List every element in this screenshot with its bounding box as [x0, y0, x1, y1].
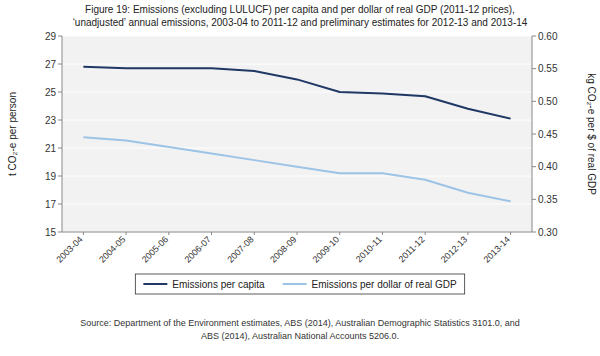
series-lines — [83, 67, 510, 201]
y2-tick — [532, 199, 536, 200]
series-line — [83, 137, 510, 201]
y2-tick-label: 0.35 — [538, 194, 558, 205]
x-tick — [382, 232, 383, 235]
y2-tick — [532, 101, 536, 102]
y-tick — [58, 64, 62, 65]
y-tick — [58, 204, 62, 205]
legend-swatch — [143, 283, 167, 285]
y-tick — [58, 92, 62, 93]
x-tick-label: 2013-14 — [482, 234, 512, 264]
legend: Emissions per capita Emissions per dollar… — [135, 274, 464, 294]
y2-tick — [532, 68, 536, 69]
x-tick — [211, 232, 212, 235]
y2-tick-label: 0.60 — [538, 31, 558, 42]
y2-axis-label: kg CO₂-e per $ of real GDP — [586, 73, 597, 195]
y2-tick-label: 0.45 — [538, 129, 558, 140]
x-tick — [339, 232, 340, 235]
y-tick-label: 21 — [45, 143, 57, 154]
legend-label: Emissions per capita — [172, 279, 265, 290]
y-tick-label: 25 — [45, 87, 57, 98]
series-line — [83, 67, 510, 119]
x-tick-label: 2006-07 — [183, 234, 213, 264]
grid-line — [62, 64, 532, 65]
grid-line — [62, 176, 532, 177]
x-tick-label: 2009-10 — [311, 234, 341, 264]
y2-tick-label: 0.55 — [538, 63, 558, 74]
x-tick — [467, 232, 468, 235]
y-axis-line — [62, 36, 63, 232]
y-tick-label: 17 — [45, 199, 57, 210]
chart: Figure 19: Emissions (excluding LULUCF) … — [0, 0, 600, 356]
grid-line — [62, 36, 532, 37]
grid-line — [62, 120, 532, 121]
x-tick — [126, 232, 127, 235]
y-tick — [58, 36, 62, 37]
y-tick-label: 15 — [45, 227, 57, 238]
y2-tick-label: 0.50 — [538, 96, 558, 107]
y-tick-label: 23 — [45, 115, 57, 126]
y-axis-label: t CO₂-e per person — [7, 92, 18, 176]
legend-box — [135, 274, 464, 294]
y2-axis-line — [532, 36, 533, 232]
x-tick — [254, 232, 255, 235]
y2-tick — [532, 166, 536, 167]
x-tick — [168, 232, 169, 235]
x-tick-label: 2007-08 — [225, 234, 255, 264]
x-tick-label: 2011-12 — [397, 234, 427, 264]
source-note: Source: Department of the Environment es… — [80, 318, 520, 328]
legend-item: Emissions per capita — [143, 279, 265, 290]
y-tick-label: 27 — [45, 59, 57, 70]
x-tick — [297, 232, 298, 235]
grid-line — [62, 92, 532, 93]
y2-tick — [532, 232, 536, 233]
x-tick-label: 2012-13 — [439, 234, 469, 264]
x-tick-label: 2010-11 — [354, 234, 384, 264]
legend-item: Emissions per dollar of real GDP — [283, 279, 457, 290]
y2-tick — [532, 134, 536, 135]
plot-background — [62, 36, 532, 232]
y-tick — [58, 176, 62, 177]
y2-tick — [532, 36, 536, 37]
subtitle: ‘unadjusted’ annual emissions, 2003-04 t… — [73, 17, 528, 28]
x-tick — [83, 232, 84, 235]
source-note: ABS (2014), Australian National Accounts… — [201, 331, 399, 341]
x-tick-label: 2004-05 — [97, 234, 127, 264]
legend-swatch — [283, 283, 307, 285]
y2-tick-label: 0.30 — [538, 227, 558, 238]
x-tick-label: 2003-04 — [54, 234, 84, 264]
x-tick-label: 2005-06 — [140, 234, 170, 264]
title: Figure 19: Emissions (excluding LULUCF) … — [85, 4, 515, 15]
y2-tick-label: 0.40 — [538, 161, 558, 172]
y-tick — [58, 148, 62, 149]
y-tick — [58, 120, 62, 121]
y-tick — [58, 232, 62, 233]
x-tick — [425, 232, 426, 235]
x-tick-label: 2008-09 — [268, 234, 298, 264]
y-tick-label: 29 — [45, 31, 57, 42]
grid-line — [62, 204, 532, 205]
x-tick — [510, 232, 511, 235]
axes: 15 17 19 21 23 25 27 29 0.30 0.35 0.40 0.45 0.50 0.55… — [45, 31, 558, 265]
y-tick-label: 19 — [45, 171, 57, 182]
grid-line — [62, 148, 532, 149]
legend-label: Emissions per dollar of real GDP — [312, 279, 457, 290]
grid — [62, 36, 532, 232]
